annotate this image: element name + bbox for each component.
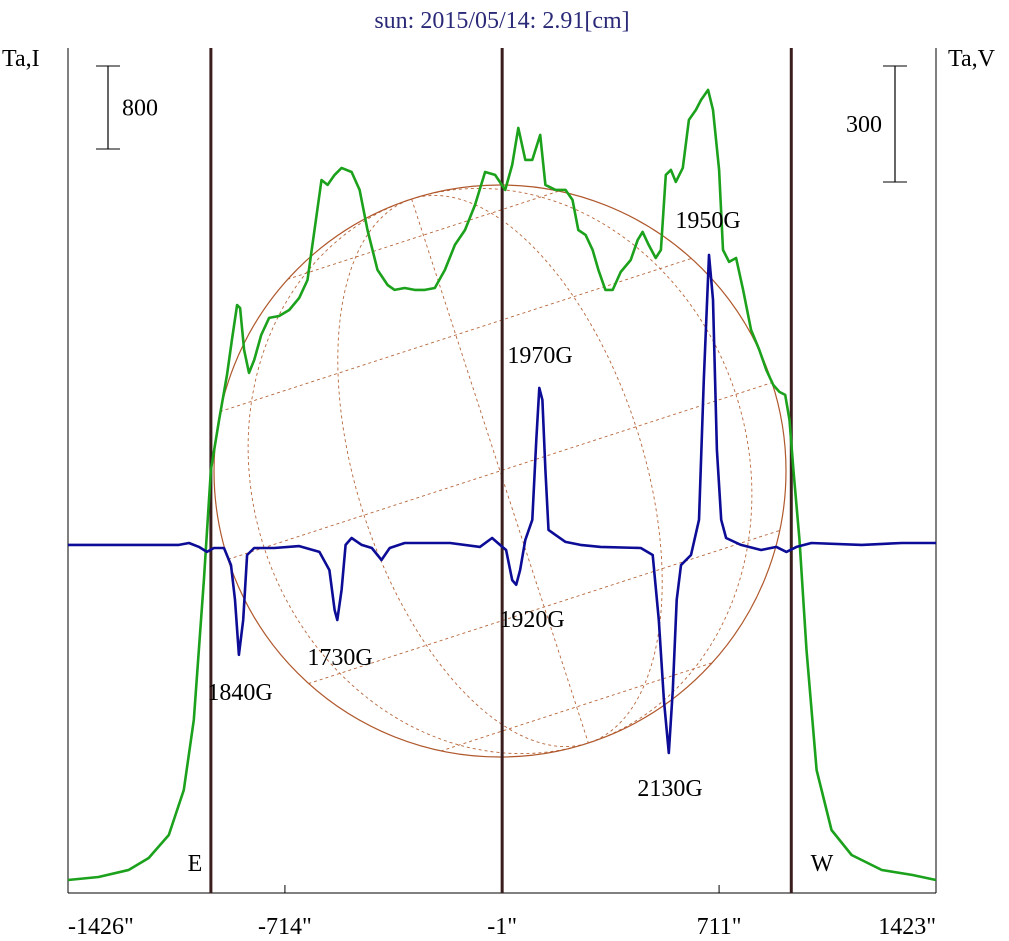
series-line bbox=[67, 88, 937, 882]
scale-bar-label: 800 bbox=[122, 95, 158, 121]
x-tick-label: -714" bbox=[258, 914, 312, 940]
annotation: 1970G bbox=[507, 343, 572, 369]
y2-axis-label: Ta,V bbox=[948, 46, 996, 72]
annotation: 1920G bbox=[499, 607, 564, 633]
x-tick-label: 1423" bbox=[878, 914, 936, 940]
x-tick-label: 711" bbox=[697, 914, 742, 940]
x-tick-label: -1426" bbox=[68, 914, 134, 940]
annotation: E bbox=[188, 851, 203, 877]
solar-disc bbox=[213, 184, 787, 758]
scale-bar-label: 300 bbox=[846, 112, 882, 138]
series-line bbox=[68, 253, 936, 755]
annotation: W bbox=[811, 851, 834, 877]
x-tick-label: -1" bbox=[487, 914, 517, 940]
annotation: 1840G bbox=[207, 680, 272, 706]
solar-grid bbox=[219, 187, 781, 755]
chart-title: sun: 2015/05/14: 2.91[cm] bbox=[374, 8, 629, 34]
y-axis-label: Ta,I bbox=[2, 46, 40, 72]
annotation: 2130G bbox=[637, 776, 702, 802]
annotation: 1730G bbox=[307, 645, 372, 671]
annotation: 1950G bbox=[675, 208, 740, 234]
